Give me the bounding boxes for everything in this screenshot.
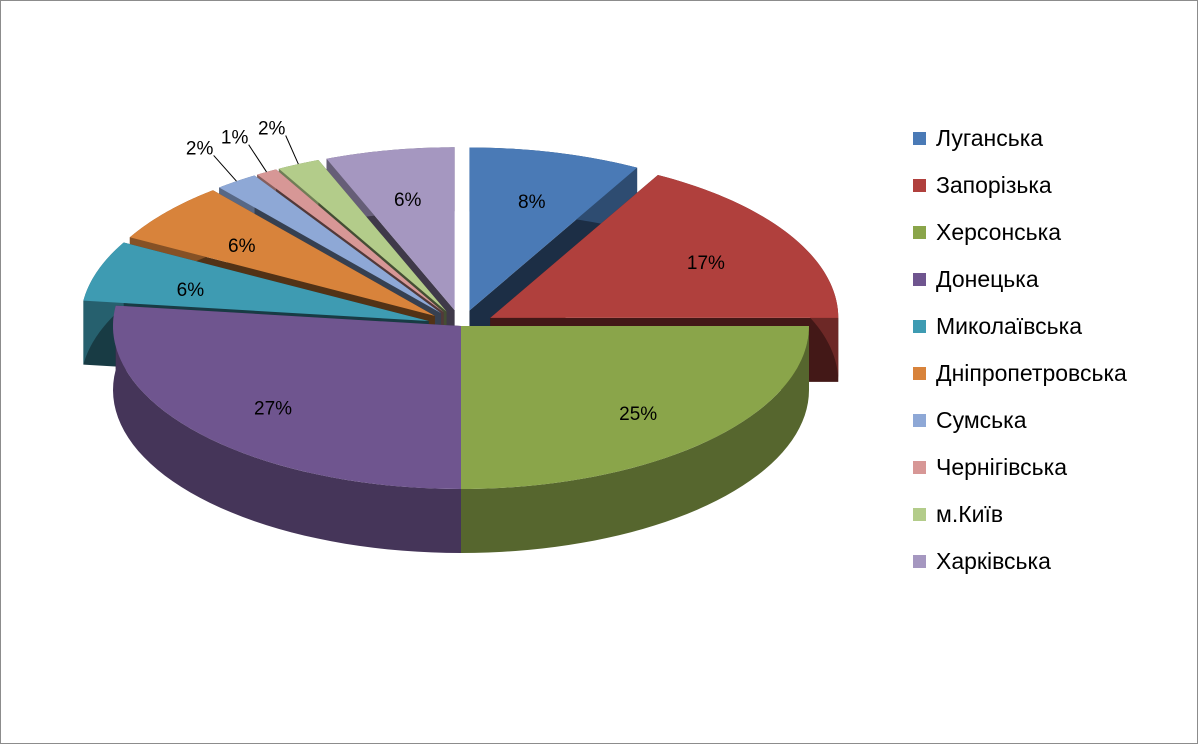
slice-label-5: 6% <box>228 236 256 257</box>
legend-swatch <box>913 367 926 380</box>
legend-label: Миколаївська <box>936 313 1083 339</box>
slice-outer-wall-2 <box>461 326 809 553</box>
slice-top-4 <box>83 242 429 322</box>
pie-chart: 8% 17% 25% 27% 6% 6% 2% 1% 2% 6% <box>83 119 839 553</box>
slice-top-8 <box>278 159 447 312</box>
legend-item: Миколаївська <box>913 303 1193 350</box>
slice-top-2 <box>461 326 809 489</box>
slice-top-5 <box>129 190 435 316</box>
slice-label-2: 25% <box>619 404 657 425</box>
legend-item: м.Київ <box>913 491 1193 538</box>
legend-label: Херсонська <box>936 219 1062 245</box>
slice-top-1 <box>490 175 839 318</box>
slice-label-8: 2% <box>258 119 286 140</box>
slice-top-9 <box>326 147 455 311</box>
legend-swatch <box>913 132 926 145</box>
slice-label-1: 17% <box>687 253 725 274</box>
legend-swatch <box>913 226 926 239</box>
legend-swatch <box>913 179 926 192</box>
leader-line-6 <box>213 155 237 182</box>
slice-outer-wall-3 <box>113 305 461 553</box>
slice-label-6: 2% <box>186 138 214 159</box>
legend-label: Харківська <box>936 548 1051 574</box>
slice-label-9: 6% <box>394 190 422 211</box>
legend-swatch <box>913 414 926 427</box>
legend-item: Херсонська <box>913 209 1193 256</box>
legend-item: Чернігівська <box>913 444 1193 491</box>
slice-top-0 <box>469 147 638 311</box>
slice-labels: 8% 17% 25% 27% 6% 6% 2% 1% 2% 6% <box>177 119 725 425</box>
leader-lines <box>213 135 299 182</box>
legend-item: Запорізька <box>913 162 1193 209</box>
slice-label-3: 27% <box>254 399 292 420</box>
legend-label: Сумська <box>936 407 1027 433</box>
legend-item: Луганська <box>913 115 1193 162</box>
legend-swatch <box>913 461 926 474</box>
slice-top-7 <box>257 169 444 313</box>
leader-line-7 <box>248 144 267 173</box>
legend-item: Донецька <box>913 256 1193 303</box>
slice-label-4: 6% <box>177 280 205 301</box>
legend-label: Донецька <box>936 266 1039 292</box>
legend-swatch <box>913 508 926 521</box>
leader-line-8 <box>285 135 299 165</box>
slice-top-3 <box>113 305 462 489</box>
legend-item: Харківська <box>913 538 1193 585</box>
legend-item: Сумська <box>913 397 1193 444</box>
legend-label: Запорізька <box>936 172 1052 198</box>
legend-label: Чернігівська <box>936 454 1068 480</box>
legend-item: Дніпропетровська <box>913 350 1193 397</box>
slice-label-7: 1% <box>221 128 249 149</box>
pie-tops <box>83 147 839 489</box>
legend-swatch <box>913 320 926 333</box>
legend: Луганська Запорізька Херсонська Донецька Мик… <box>913 115 1193 585</box>
legend-label: Луганська <box>936 125 1044 151</box>
legend-swatch <box>913 555 926 568</box>
slice-top-6 <box>219 175 442 314</box>
slice-label-0: 8% <box>518 192 546 213</box>
legend-label: Дніпропетровська <box>936 360 1127 386</box>
legend-label: м.Київ <box>936 501 1004 527</box>
legend-swatch <box>913 273 926 286</box>
